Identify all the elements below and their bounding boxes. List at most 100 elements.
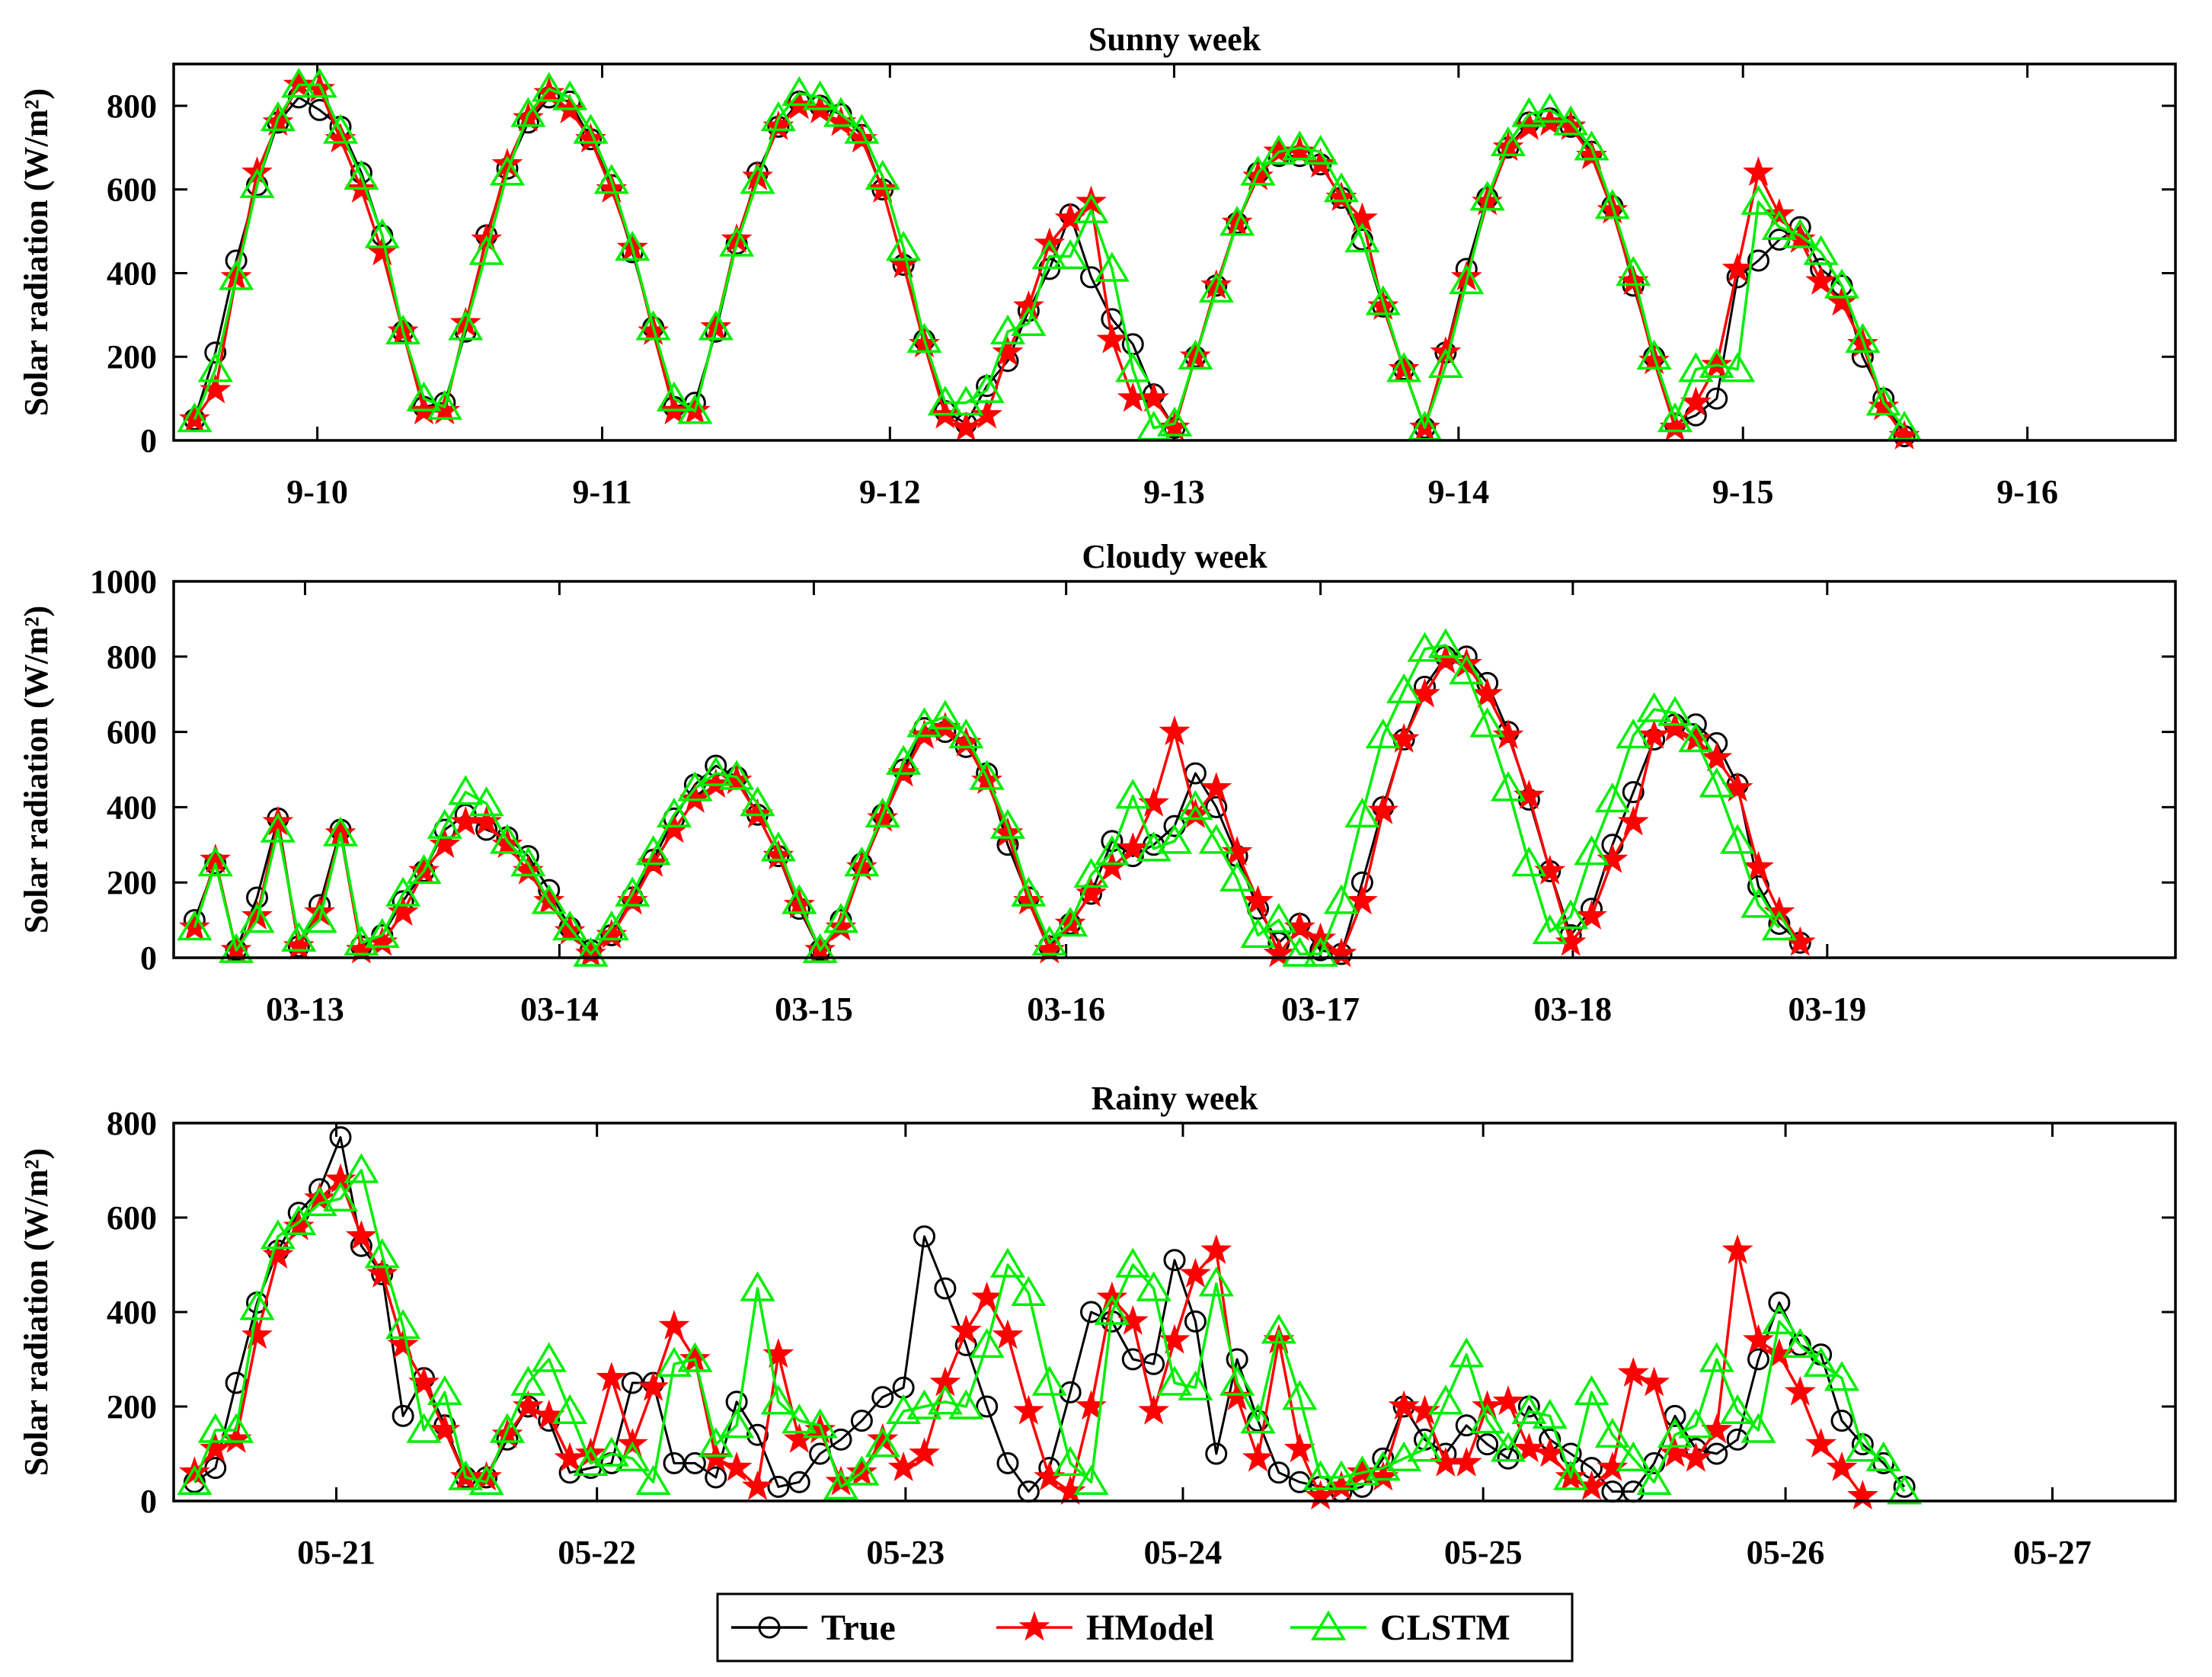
data-point-true [1059, 1381, 1082, 1403]
data-point-clstm [865, 159, 900, 190]
y-tick-label: 600 [107, 1199, 157, 1237]
data-point-true [225, 1371, 248, 1394]
x-tick-label: 03-15 [775, 991, 853, 1028]
data-point-clstm [1240, 1403, 1276, 1434]
x-tick-label: 03-18 [1534, 991, 1613, 1028]
data-point-clstm [177, 911, 213, 941]
data-point-hmodel [1409, 677, 1440, 708]
data-point-clstm [1678, 722, 1714, 753]
x-tick-label: 05-22 [558, 1534, 636, 1571]
data-point-hmodel [324, 817, 356, 847]
data-point-true [204, 341, 227, 364]
data-point-hmodel [596, 1362, 628, 1392]
data-point-hmodel [491, 828, 523, 859]
data-point-clstm [1344, 797, 1380, 828]
data-point-clstm [1574, 1375, 1609, 1406]
data-point-clstm [489, 1413, 526, 1443]
data-point-hmodel [845, 123, 877, 153]
data-point-clstm [1094, 251, 1130, 282]
data-point-clstm [510, 1365, 546, 1396]
y-axis-label: Solar radiation (W/m²) [18, 1148, 55, 1476]
data-point-clstm [1323, 1460, 1360, 1490]
data-point-hmodel [1034, 1461, 1066, 1491]
data-point-true [830, 1428, 852, 1451]
data-point-hmodel [1846, 1480, 1878, 1510]
data-point-hmodel [429, 828, 461, 859]
data-point-clstm [219, 933, 254, 963]
data-point-hmodel [1076, 877, 1107, 907]
data-point-hmodel [366, 1257, 398, 1288]
data-point-true [746, 1423, 769, 1446]
data-point-clstm [552, 80, 588, 110]
data-point-clstm [1011, 1275, 1047, 1306]
data-point-clstm [489, 824, 526, 854]
x-tick-label: 9-13 [1143, 473, 1205, 510]
data-point-clstm [1469, 181, 1505, 211]
data-point-clstm [1532, 914, 1568, 945]
data-point-clstm [197, 352, 233, 382]
data-point-hmodel [762, 840, 794, 870]
data-point-clstm [468, 235, 504, 265]
data-point-hmodel [262, 1239, 294, 1269]
x-tick-label: 9-10 [286, 473, 348, 510]
y-tick-label: 800 [107, 638, 157, 676]
legend: True HModel CLSTM [716, 1592, 1574, 1663]
data-point-clstm [1198, 272, 1234, 303]
data-point-clstm [823, 903, 859, 933]
data-point-clstm [593, 164, 629, 194]
data-point-clstm [1156, 406, 1193, 437]
data-point-clstm [322, 816, 359, 847]
data-point-clstm [1261, 134, 1296, 165]
data-point-clstm [1511, 847, 1547, 877]
data-point-hmodel [1221, 836, 1253, 866]
data-point-hmodel [783, 1423, 815, 1453]
data-point-clstm [656, 1346, 692, 1377]
data-point-clstm [1365, 718, 1401, 749]
series-clstm [177, 1153, 1923, 1505]
data-point-clstm [1136, 1271, 1172, 1301]
data-point-clstm [1553, 1460, 1589, 1490]
y-tick-label: 0 [140, 422, 157, 459]
data-point-hmodel [1492, 1385, 1524, 1416]
data-point-hmodel [1638, 718, 1670, 749]
y-tick-label: 200 [107, 1388, 157, 1426]
data-point-clstm [573, 936, 609, 967]
series-true [183, 1126, 1916, 1503]
data-point-hmodel [1096, 323, 1128, 354]
data-point-true [329, 1126, 352, 1149]
x-tick-label: 05-24 [1144, 1534, 1223, 1571]
data-point-clstm [1449, 1337, 1485, 1368]
data-point-clstm [1574, 835, 1609, 866]
data-point-hmodel [992, 336, 1024, 366]
data-point-hmodel [1388, 1390, 1420, 1420]
data-point-clstm [969, 373, 1005, 403]
data-point-hmodel [658, 1310, 690, 1340]
panel-rainy-week: Rainy week Solar radiation (W/m²) 0 200 400 6… [18, 1080, 2177, 1571]
data-point-true [1768, 1291, 1791, 1314]
data-point-clstm [239, 168, 275, 198]
data-point-clstm [1824, 268, 1860, 299]
data-point-clstm [344, 1153, 379, 1183]
series-hmodel [178, 1163, 1878, 1510]
data-point-clstm [1261, 903, 1296, 933]
data-point-clstm [1469, 707, 1505, 738]
data-point-clstm [1761, 210, 1797, 240]
data-point-clstm [1198, 824, 1234, 854]
data-point-clstm [1365, 285, 1401, 315]
data-point-hmodel [950, 411, 982, 441]
data-point-clstm [989, 1247, 1026, 1278]
data-point-clstm [886, 231, 922, 261]
data-point-hmodel [1159, 715, 1191, 746]
plot-frame [172, 1122, 2177, 1503]
data-point-true [1205, 1442, 1228, 1465]
data-point-clstm [1219, 861, 1255, 892]
data-point-hmodel [742, 1470, 773, 1500]
data-point-clstm [886, 1394, 922, 1424]
data-point-clstm [177, 402, 213, 433]
data-point-clstm [989, 808, 1026, 839]
data-point-clstm [239, 1290, 275, 1320]
data-point-clstm [782, 75, 817, 107]
data-point-clstm [1303, 134, 1338, 165]
data-point-clstm [1053, 907, 1088, 937]
legend-label: CLSTM [1380, 1608, 1510, 1648]
